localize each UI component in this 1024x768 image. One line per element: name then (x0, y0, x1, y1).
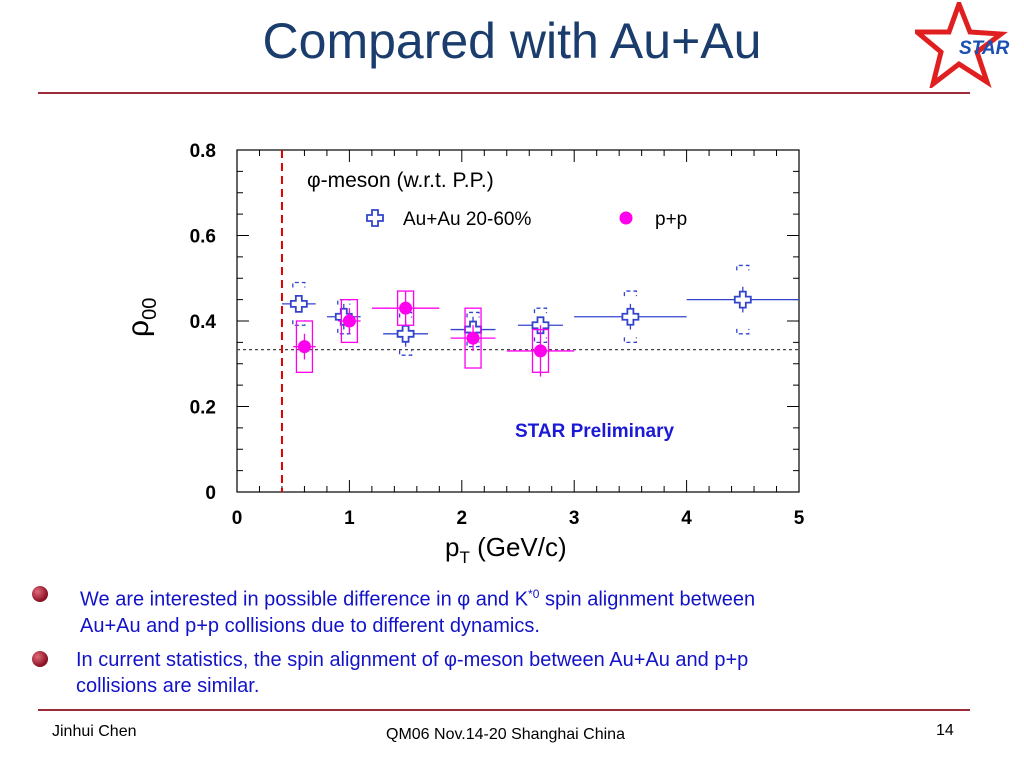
legend-label-auau: Au+Au 20-60% (403, 209, 531, 230)
bullet-1-sup: *0 (528, 587, 540, 601)
data-point-open-cross (396, 324, 415, 343)
bullet-2-text: In current statistics, the spin alignmen… (76, 647, 748, 699)
series-pp (293, 290, 575, 377)
logo-text: STAR (959, 38, 1010, 59)
y-tick-label: 0.4 (190, 312, 217, 333)
x-axis-label: pT (GeV/c) (445, 532, 567, 567)
footer-event: QM06 Nov.14-20 Shanghai China (386, 726, 625, 743)
data-point-open-cross (289, 295, 308, 313)
y-tick-label: 0.6 (190, 227, 216, 248)
bullet-1-icon (32, 586, 48, 602)
data-point-open-cross (621, 307, 640, 326)
data-point-open-cross (733, 290, 752, 309)
systematic-bracket-top (623, 290, 638, 297)
footer-divider (38, 709, 970, 711)
x-tick-label: 3 (569, 508, 580, 529)
y-tick-label: 0.8 (190, 141, 216, 162)
y-tick-label: 0.2 (190, 398, 216, 419)
data-point-filled-circle (533, 344, 547, 358)
y-tick-label: 0 (205, 483, 216, 504)
bullet-2-line2: collisions are similar. (76, 675, 260, 697)
title-divider (38, 92, 970, 94)
systematic-box (464, 307, 482, 369)
systematic-box (396, 290, 415, 326)
chart-title: φ-meson (w.r.t. P.P.) (307, 169, 494, 192)
systematic-box (295, 320, 314, 373)
bullet-1-pre: We are interested in possible difference… (80, 588, 529, 611)
legend-label-pp: p+p (655, 209, 687, 230)
systematic-bracket-top (292, 281, 306, 288)
logo-star-shape (915, 2, 1008, 88)
data-point-filled-circle (399, 301, 413, 315)
legend: Au+Au 20-60% p+p (366, 209, 687, 230)
systematic-bracket-bottom (736, 328, 750, 335)
data-point-filled-circle (466, 331, 480, 345)
bullet-2-line1: In current statistics, the spin alignmen… (76, 649, 749, 671)
systematic-bracket-top (533, 307, 548, 314)
x-tick-label: 0 (232, 508, 243, 529)
bullet-1-text: We are interested in possible difference… (80, 581, 755, 639)
systematic-bracket-top (337, 298, 351, 305)
bullet-2-icon (32, 651, 48, 667)
systematic-bracket-bottom (337, 328, 351, 335)
systematic-bracket-bottom (292, 320, 306, 326)
slide-title: Compared with Au+Au (262, 13, 762, 69)
x-tick-label: 5 (794, 508, 805, 529)
systematic-box (531, 328, 550, 373)
systematic-box (340, 298, 359, 344)
legend-marker-pp (619, 211, 633, 225)
x-tick-label: 1 (344, 508, 355, 529)
bullet-1-line2: Au+Au and p+p collisions due to differen… (80, 614, 540, 637)
data-point-filled-circle (342, 314, 356, 328)
legend-marker-auau (366, 209, 384, 227)
systematic-bracket-top (736, 264, 750, 271)
footer-author: Jinhui Chen (52, 723, 137, 740)
systematic-bracket-bottom (398, 350, 413, 356)
systematic-bracket-bottom (623, 337, 638, 344)
systematic-bracket-top (466, 311, 480, 318)
data-point-filled-circle (297, 340, 311, 354)
star-logo-icon: STAR (915, 2, 1010, 88)
footer-page-number: 14 (936, 722, 954, 739)
star-preliminary-annotation: STAR Preliminary (515, 421, 675, 442)
x-tick-label: 2 (457, 508, 468, 529)
bullet-1-post: spin alignment between (539, 588, 756, 611)
y-axis-label: ρ00 (122, 298, 161, 337)
x-tick-label: 4 (681, 508, 692, 529)
